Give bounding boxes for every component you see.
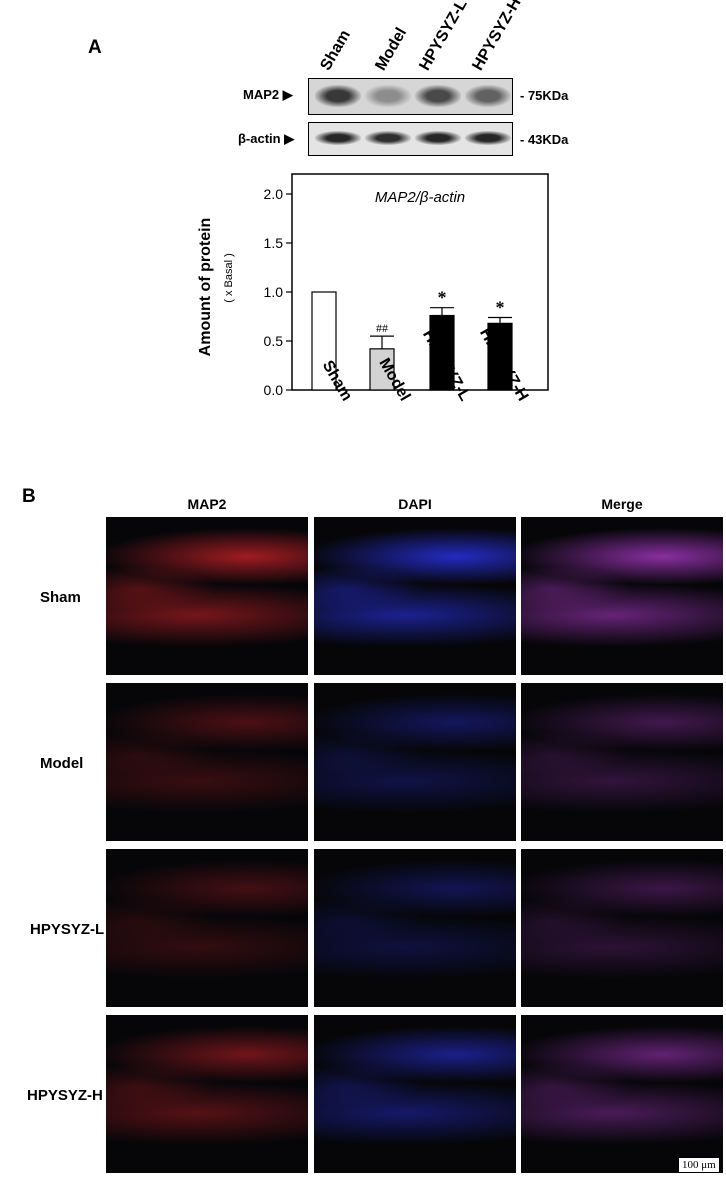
micrograph-tile — [314, 683, 516, 841]
significance-mark: * — [438, 288, 447, 308]
y-axis-sublabel: ( x Basal ) — [223, 253, 235, 303]
micrograph-tile — [521, 517, 723, 675]
lane-label: Sham — [317, 27, 354, 74]
blot-label: β-actin ▶ — [238, 131, 295, 146]
molecular-weight-label: - 43KDa — [520, 132, 569, 147]
y-tick-label: 1.0 — [264, 284, 284, 300]
lane-label: Model — [372, 24, 411, 74]
blot-strip — [308, 78, 513, 115]
micrograph-tile — [521, 683, 723, 841]
blot-label: MAP2 ▶ — [243, 87, 293, 102]
bar — [429, 314, 455, 391]
micrograph-tile — [314, 517, 516, 675]
panel-a-letter: A — [88, 37, 102, 58]
panel-b-letter: B — [22, 486, 36, 507]
blot-band — [315, 85, 361, 107]
significance-mark: * — [496, 297, 505, 317]
y-tick-label: 1.5 — [264, 235, 284, 251]
column-header: DAPI — [398, 496, 432, 512]
row-header: HPYSYZ-L — [30, 921, 105, 938]
micrograph-tile — [314, 849, 516, 1007]
blot-strip — [308, 122, 513, 156]
bar — [369, 348, 395, 391]
blot-band — [365, 85, 411, 107]
blot-band — [465, 85, 511, 107]
y-tick-label: 0.0 — [264, 382, 284, 398]
bar-chart: MAP2/β-actin 0.0 0.5 1.0 1.5 2.0 Amount of pro… — [197, 173, 549, 404]
column-header: MAP2 — [187, 496, 227, 512]
blot-band — [365, 131, 411, 145]
blot-band — [465, 131, 511, 145]
micrograph-tile — [521, 1015, 723, 1173]
significance-mark: ## — [376, 321, 388, 335]
column-header: Merge — [601, 496, 643, 512]
micrograph-tile — [521, 849, 723, 1007]
lane-label: HPYSYZ-L — [416, 0, 471, 74]
y-tick-label: 0.5 — [264, 333, 284, 349]
micrograph-tile — [106, 683, 308, 841]
bar — [487, 322, 513, 391]
micrograph-tile — [314, 1015, 516, 1173]
blot-band — [315, 131, 361, 145]
micrograph-tile — [106, 1015, 308, 1173]
blot-band — [415, 131, 461, 145]
row-header: HPYSYZ-H — [27, 1087, 103, 1104]
lane-label: HPYSYZ-H — [469, 0, 525, 74]
micrograph-tile — [106, 849, 308, 1007]
blot-band — [415, 85, 461, 107]
molecular-weight-label: - 75KDa — [520, 88, 569, 103]
micrograph-tile — [106, 517, 308, 675]
plot-frame — [291, 173, 549, 391]
scale-bar: 100 μm — [678, 1157, 720, 1173]
chart-title: MAP2/β-actin — [375, 189, 465, 206]
bar — [311, 291, 337, 391]
y-tick-label: 2.0 — [264, 186, 284, 202]
row-header: Sham — [40, 589, 81, 606]
row-header: Model — [40, 755, 84, 772]
y-axis-label: Amount of protein — [197, 218, 214, 357]
